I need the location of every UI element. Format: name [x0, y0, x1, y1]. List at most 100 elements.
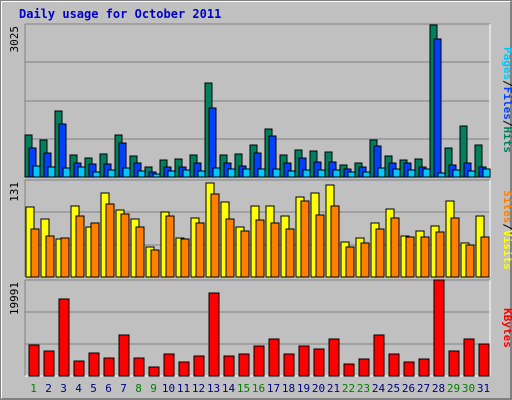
bar-pages-day-18	[287, 170, 296, 178]
bar-kbytes-day-16	[253, 345, 265, 377]
bar-sites-day-2	[45, 235, 55, 278]
bar-kbytes-day-28	[433, 279, 445, 377]
day-label-10: 10	[162, 382, 175, 395]
series-label-hits: Hits	[501, 127, 512, 154]
day-label-8: 8	[135, 382, 142, 395]
series-label-visits: Visits	[501, 230, 512, 270]
bar-sites-day-21	[330, 205, 340, 278]
bar-files-day-28	[433, 38, 442, 178]
day-label-19: 19	[297, 382, 310, 395]
bar-sites-day-19	[300, 200, 310, 278]
bar-sites-day-26	[405, 236, 415, 278]
day-label-28: 28	[432, 382, 445, 395]
bar-pages-day-4	[77, 166, 86, 178]
day-label-24: 24	[372, 382, 386, 395]
bar-pages-day-29	[452, 169, 461, 178]
day-label-22: 22	[342, 382, 355, 395]
bar-pages-day-5	[92, 171, 101, 178]
bar-sites-day-5	[90, 222, 100, 278]
bar-sites-day-13	[210, 193, 220, 278]
bar-kbytes-day-4	[73, 360, 85, 377]
bar-kbytes-day-30	[463, 338, 475, 377]
day-label-9: 9	[150, 382, 157, 395]
bar-kbytes-day-15	[238, 353, 250, 377]
panel-top-series-label: Pages/Files/Hits	[501, 47, 512, 153]
day-label-31: 31	[477, 382, 490, 395]
panel-middle-series-label: Sites/Visits	[501, 190, 512, 270]
bar-kbytes-day-25	[388, 353, 400, 377]
day-label-4: 4	[75, 382, 82, 395]
bar-kbytes-day-11	[178, 361, 190, 377]
bar-sites-day-15	[240, 230, 250, 278]
bar-pages-day-20	[317, 169, 326, 178]
bar-kbytes-day-7	[118, 334, 130, 377]
bar-sites-day-23	[360, 242, 370, 278]
bar-kbytes-day-22	[343, 363, 355, 377]
series-label-files: Files	[501, 87, 512, 120]
series-label-kbytes: KBytes	[501, 308, 512, 348]
bar-kbytes-day-12	[193, 355, 205, 377]
bar-sites-day-20	[315, 214, 325, 278]
bar-pages-day-14	[227, 168, 236, 178]
series-label-separator: /	[501, 120, 512, 127]
day-label-21: 21	[327, 382, 340, 395]
bar-sites-day-9	[150, 249, 160, 278]
day-label-27: 27	[417, 382, 430, 395]
bar-sites-day-12	[195, 222, 205, 278]
bar-pages-day-1	[32, 165, 41, 178]
series-label-pages: Pages	[501, 47, 512, 80]
day-label-20: 20	[312, 382, 325, 395]
day-label-1: 1	[30, 382, 37, 395]
bar-kbytes-day-14	[223, 355, 235, 377]
bar-kbytes-day-9	[148, 366, 160, 377]
bar-kbytes-day-26	[403, 361, 415, 377]
bar-sites-day-3	[60, 237, 70, 278]
day-label-26: 26	[402, 382, 415, 395]
bar-sites-day-8	[135, 226, 145, 278]
panel-bottom-series-label: KBytes	[501, 308, 512, 348]
day-label-12: 12	[192, 382, 205, 395]
bar-pages-day-21	[332, 169, 341, 178]
day-label-25: 25	[387, 382, 400, 395]
bar-pages-day-19	[302, 169, 311, 178]
bar-pages-day-9	[152, 173, 161, 178]
bar-kbytes-day-20	[313, 348, 325, 377]
day-label-2: 2	[45, 382, 52, 395]
chart-title: Daily usage for October 2011	[19, 7, 222, 21]
bar-kbytes-day-3	[58, 298, 70, 377]
bar-sites-day-27	[420, 236, 430, 278]
bar-kbytes-day-2	[43, 350, 55, 377]
day-label-3: 3	[60, 382, 67, 395]
bar-sites-day-17	[270, 222, 280, 278]
bar-pages-day-13	[212, 167, 221, 178]
bar-sites-day-22	[345, 246, 355, 278]
panel-middle-axis-max-label: 131	[8, 182, 21, 202]
bar-kbytes-day-23	[358, 358, 370, 377]
bar-kbytes-day-27	[418, 358, 430, 377]
bar-files-day-13	[208, 107, 217, 178]
bar-kbytes-day-24	[373, 334, 385, 377]
day-label-14: 14	[222, 382, 236, 395]
day-label-15: 15	[237, 382, 250, 395]
panel-bottom-axis-max-label: 19991	[8, 282, 21, 315]
bar-sites-day-10	[165, 215, 175, 278]
bar-pages-day-2	[47, 166, 56, 178]
day-label-7: 7	[120, 382, 127, 395]
bar-pages-day-27	[422, 168, 431, 178]
bar-pages-day-15	[242, 168, 251, 178]
bar-sites-day-1	[30, 228, 40, 278]
bar-pages-day-8	[137, 170, 146, 178]
bar-pages-day-11	[182, 169, 191, 178]
bar-sites-day-16	[255, 219, 265, 278]
bar-kbytes-day-17	[268, 338, 280, 377]
bar-pages-day-23	[362, 171, 371, 178]
bar-sites-day-31	[480, 236, 490, 278]
bar-kbytes-day-31	[478, 343, 490, 377]
bar-kbytes-day-21	[328, 338, 340, 377]
bar-pages-day-25	[392, 168, 401, 178]
bar-sites-day-11	[180, 238, 190, 278]
bar-pages-day-10	[167, 170, 176, 178]
bar-kbytes-day-18	[283, 353, 295, 377]
